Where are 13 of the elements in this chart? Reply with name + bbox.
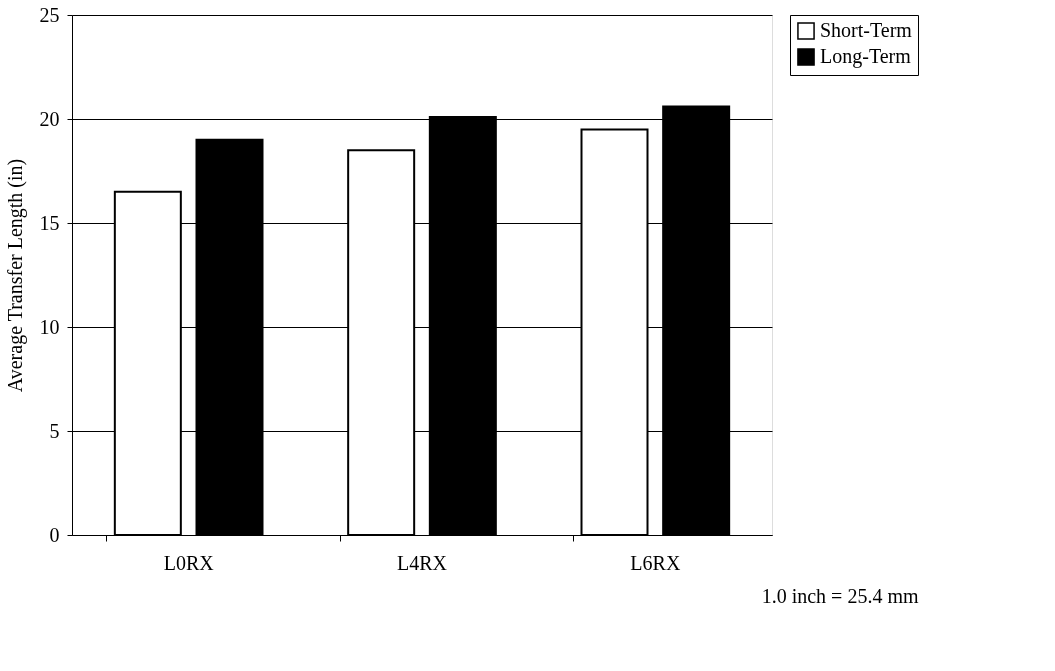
x-tick-label: L4RX bbox=[397, 551, 448, 574]
y-tick-label: 15 bbox=[39, 211, 60, 234]
y-tick-label: 10 bbox=[39, 315, 60, 338]
y-tick-label: 20 bbox=[39, 107, 60, 130]
legend-label: Long-Term bbox=[820, 45, 912, 68]
y-tick-label: 5 bbox=[49, 419, 60, 442]
y-axis-title: Average Transfer Length (in) bbox=[3, 158, 27, 393]
y-tick-label: 0 bbox=[49, 523, 60, 546]
legend-label: Short-Term bbox=[820, 19, 913, 41]
x-tick-label: L0RX bbox=[163, 551, 215, 574]
text: 1.0 inch = 25.4 mm bbox=[761, 585, 919, 607]
x-tick-label: L6RX bbox=[630, 551, 681, 574]
y-tick-label: 25 bbox=[39, 3, 60, 26]
